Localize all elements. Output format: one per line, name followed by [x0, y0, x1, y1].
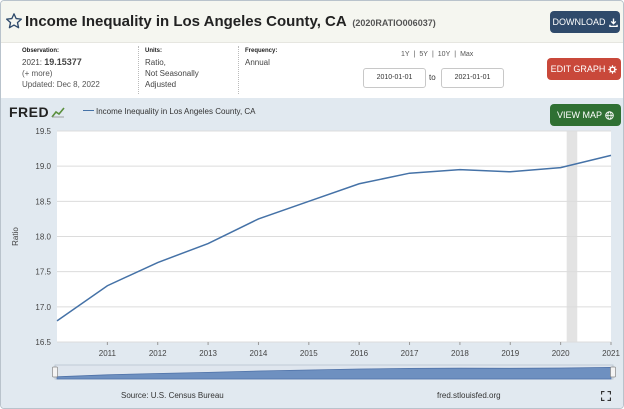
x-tick-label: 2016 [350, 349, 368, 358]
more-observations-link[interactable]: (+ more) [22, 69, 53, 78]
download-button[interactable]: DOWNLOAD [550, 11, 620, 33]
frequency-label: Frequency: [245, 48, 278, 54]
x-tick-label: 2021 [602, 349, 620, 358]
range-1y[interactable]: 1Y [401, 51, 410, 58]
range-5y[interactable]: 5Y [419, 51, 428, 58]
range-selector: 1Y | 5Y | 10Y | Max [399, 51, 475, 58]
end-date-input[interactable]: 2021-01-01 [441, 68, 504, 88]
chart-panel: 16.5 17.0 17.5 18.0 18.5 19.0 19.5 2011 2012 2013… [1, 98, 623, 408]
frequency-block: Frequency: Annual [245, 46, 277, 68]
download-icon [608, 18, 618, 28]
x-tick-label: 2018 [451, 349, 469, 358]
download-button-label: DOWNLOAD [552, 17, 606, 27]
graph-title: Income Inequality in Los Angeles County,… [25, 13, 436, 30]
navigator-handle [52, 366, 58, 378]
units-line: Not Seasonally [145, 69, 199, 78]
y-tick-label: 17.0 [35, 303, 51, 312]
y-tick-label: 19.5 [35, 127, 51, 136]
edit-graph-button[interactable]: EDIT GRAPH [547, 58, 621, 80]
legend-swatch [83, 110, 94, 111]
series-line [56, 154, 612, 322]
view-map-button[interactable]: VIEW MAP [550, 104, 621, 126]
fred-logo: FRED [9, 104, 65, 120]
gear-icon [608, 65, 618, 74]
x-tick-label: 2020 [552, 349, 570, 358]
y-tick-label: 17.5 [35, 268, 51, 277]
x-tick-label: 2013 [199, 349, 217, 358]
meta-divider [138, 46, 139, 94]
fullscreen-icon[interactable] [601, 391, 611, 401]
range-separator: | [431, 51, 434, 58]
updated-date: Updated: Dec 8, 2022 [22, 80, 100, 89]
units-line: Ratio, [145, 58, 166, 67]
observation-label: Observation: [22, 48, 60, 54]
range-separator: | [413, 51, 416, 58]
y-tick-label: 18.5 [35, 197, 51, 206]
x-tick-label: 2014 [250, 349, 268, 358]
fred-logo-text: FRED [9, 104, 50, 120]
navigator-handle [610, 366, 616, 378]
x-tick-label: 2015 [300, 349, 318, 358]
source-note: Source: U.S. Census Bureau [121, 391, 224, 400]
observation-value: 19.15377 [44, 57, 82, 67]
series-id: (2020RATIO006037) [352, 18, 436, 28]
chart-legend: Income Inequality in Los Angeles County,… [83, 107, 256, 116]
graph-title-text: Income Inequality in Los Angeles County,… [25, 13, 347, 30]
edit-graph-label: EDIT GRAPH [550, 64, 606, 74]
fred-chart-logo-icon [51, 107, 65, 118]
site-link[interactable]: fred.stlouisfed.org [437, 391, 501, 400]
star-outline-icon[interactable] [5, 12, 23, 30]
units-line: Adjusted [145, 80, 177, 89]
globe-icon [605, 111, 614, 120]
range-10y[interactable]: 10Y [437, 51, 451, 58]
y-tick-label: 16.5 [35, 338, 51, 347]
y-axis-label: Ratio [11, 227, 20, 246]
range-max[interactable]: Max [460, 51, 474, 58]
observation-block: Observation: 2021: 19.15377 (+ more) Upd… [22, 46, 100, 90]
x-tick-label: 2019 [501, 349, 519, 358]
meta-divider [238, 46, 239, 94]
observation-year: 2021: [22, 58, 43, 67]
range-separator: | [454, 51, 457, 58]
start-date-input[interactable]: 2010-01-01 [363, 68, 426, 88]
x-tick-label: 2011 [99, 349, 117, 358]
legend-label: Income Inequality in Los Angeles County,… [96, 107, 256, 116]
units-block: Units: Ratio, Not Seasonally Adjusted [145, 46, 199, 90]
date-to-label: to [429, 73, 436, 82]
x-tick-label: 2012 [149, 349, 167, 358]
graph-header: Income Inequality in Los Angeles County,… [1, 1, 623, 43]
units-label: Units: [145, 48, 162, 54]
y-tick-label: 19.0 [35, 162, 51, 171]
frequency-value: Annual [245, 58, 270, 67]
line-chart: 16.5 17.0 17.5 18.0 18.5 19.0 19.5 2011 2012 2013… [11, 127, 620, 380]
x-tick-label: 2017 [401, 349, 419, 358]
navigator-series-area [56, 366, 612, 380]
y-tick-label: 18.0 [35, 233, 51, 242]
view-map-label: VIEW MAP [556, 110, 602, 120]
